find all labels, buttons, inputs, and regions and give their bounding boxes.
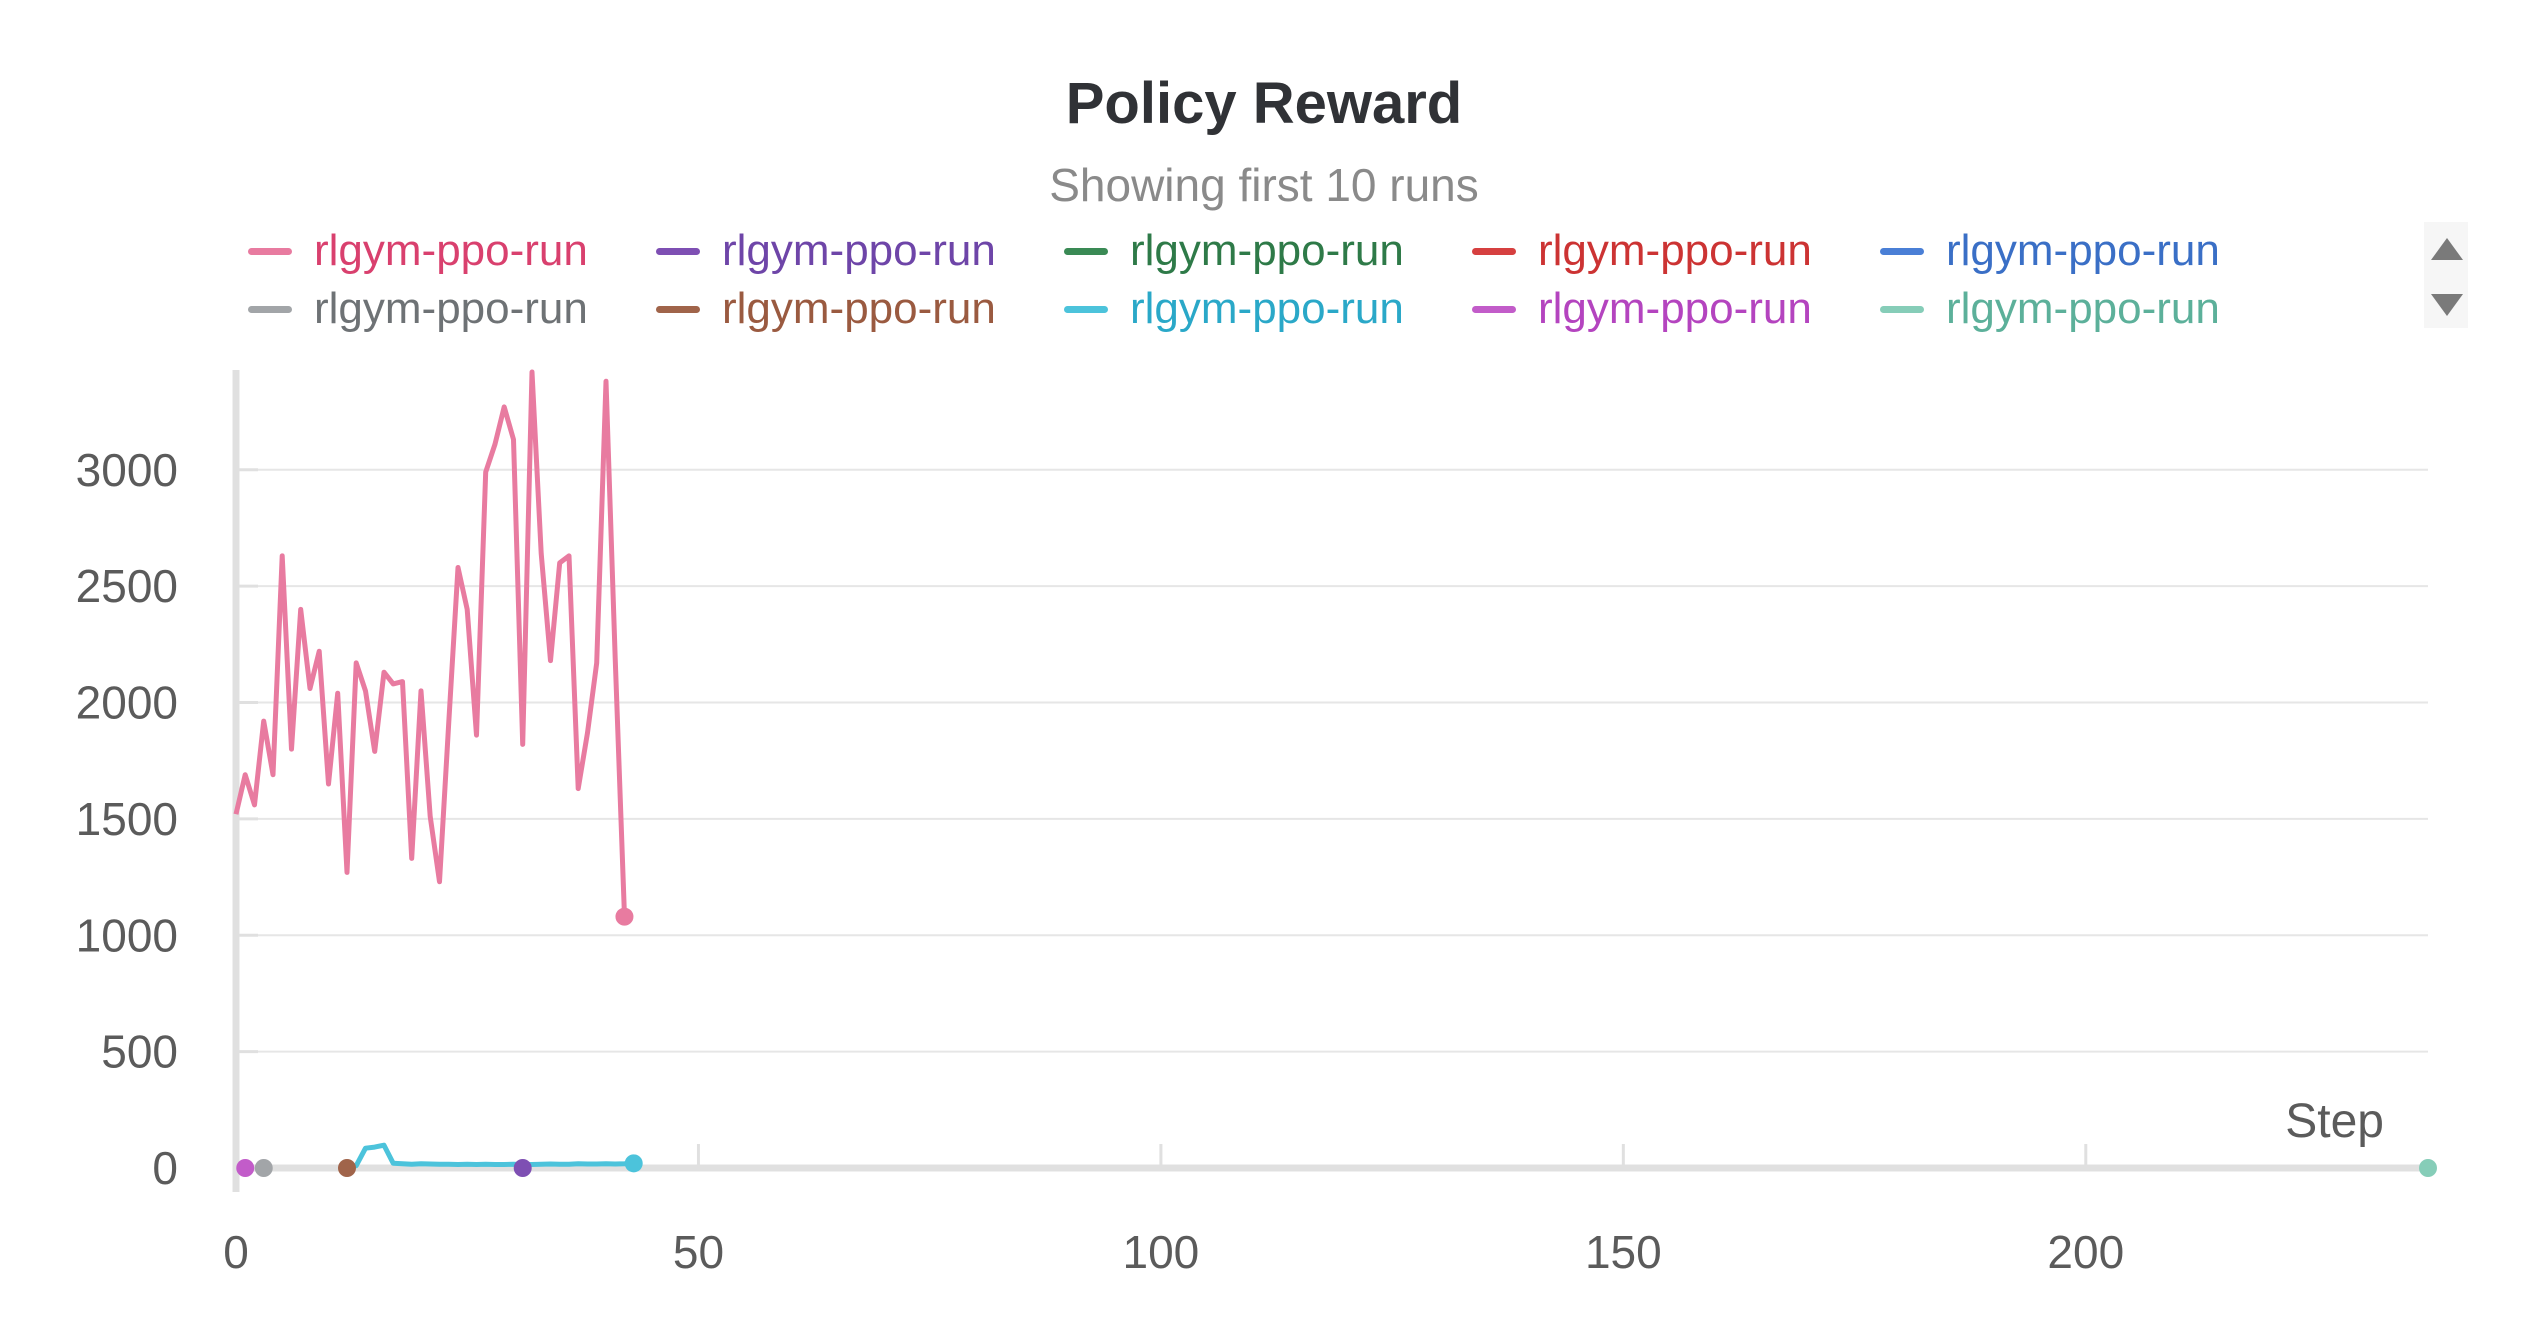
legend-label: rlgym-ppo-run: [1130, 226, 1404, 275]
y-tick-label: 2000: [76, 677, 178, 729]
series-end-point: [337, 1159, 356, 1177]
triangle-down-icon[interactable]: [2431, 294, 2463, 316]
axes: [232, 370, 2428, 1192]
legend-item[interactable]: rlgym-ppo-run: [656, 280, 996, 338]
legend-label: rlgym-ppo-run: [314, 284, 588, 333]
legend-label: rlgym-ppo-run: [722, 226, 996, 275]
legend-swatch: [1472, 305, 1516, 313]
grid-lines: [234, 468, 2428, 1170]
legend-item[interactable]: rlgym-ppo-run: [1064, 280, 1404, 338]
series-group: [236, 1159, 255, 1177]
series-end-point: [624, 1154, 643, 1173]
series-end-point: [513, 1159, 532, 1177]
x-tick-label: 0: [223, 1226, 249, 1278]
chart-title: Policy Reward: [1065, 71, 1463, 136]
series-group: [233, 369, 634, 926]
series-group: [346, 1142, 643, 1173]
series-end-point: [236, 1159, 255, 1177]
legend-swatch: [1064, 305, 1108, 313]
x-tick-label: 100: [1123, 1226, 1200, 1278]
legend-label: rlgym-ppo-run: [314, 226, 588, 275]
legend-scroll-controls: [2424, 222, 2468, 328]
legend-label: rlgym-ppo-run: [1130, 284, 1404, 333]
legend-swatch: [1880, 247, 1924, 255]
legend-item[interactable]: rlgym-ppo-run: [248, 222, 588, 280]
y-tick-label: 1000: [76, 909, 178, 961]
y-tick-label: 500: [101, 1026, 178, 1078]
chart-subtitle: Showing first 10 runs: [1049, 159, 1479, 211]
legend-swatch: [656, 305, 700, 313]
legend-label: rlgym-ppo-run: [1538, 226, 1812, 275]
y-tick-label: 1500: [76, 793, 178, 845]
x-axis-title: Step: [2285, 1095, 2384, 1148]
legend-item[interactable]: rlgym-ppo-run: [1472, 280, 1812, 338]
series-end-point: [2419, 1159, 2437, 1177]
y-tick-label: 3000: [76, 444, 178, 496]
series-group: [337, 1159, 356, 1177]
x-tick-label: 50: [673, 1226, 724, 1278]
legend-swatch: [656, 247, 700, 255]
x-tick-label: 150: [1585, 1226, 1662, 1278]
legend-label: rlgym-ppo-run: [1946, 284, 2220, 333]
x-tick-label: 200: [2047, 1226, 2124, 1278]
triangle-up-icon[interactable]: [2431, 238, 2463, 260]
legend-row: rlgym-ppo-run rlgym-ppo-run rlgym-ppo-ru…: [248, 280, 2288, 338]
legend-swatch: [1472, 247, 1516, 255]
series-group: [513, 1159, 532, 1177]
legend-item[interactable]: rlgym-ppo-run: [1064, 222, 1404, 280]
legend-row: rlgym-ppo-run rlgym-ppo-run rlgym-ppo-ru…: [248, 222, 2288, 280]
legend-swatch: [248, 247, 292, 255]
y-tick-label: 2500: [76, 560, 178, 612]
tick-labels: 0 500 1000 1500 2000 2500 3000 0 50 100 150 200: [76, 444, 2125, 1278]
series-layer: [233, 369, 2437, 1177]
series-line: [346, 1142, 634, 1170]
legend-label: rlgym-ppo-run: [722, 284, 996, 333]
legend-swatch: [248, 305, 292, 313]
series-group: [254, 1159, 273, 1177]
legend-item[interactable]: rlgym-ppo-run: [656, 222, 996, 280]
legend-item[interactable]: rlgym-ppo-run: [1472, 222, 1812, 280]
legend-swatch: [1880, 305, 1924, 313]
series-end-point: [615, 907, 634, 926]
legend: rlgym-ppo-run rlgym-ppo-run rlgym-ppo-ru…: [248, 222, 2288, 338]
series-line: [233, 369, 627, 917]
y-tick-label: 0: [152, 1142, 178, 1194]
series-group: [2419, 1159, 2437, 1177]
legend-label: rlgym-ppo-run: [1538, 284, 1812, 333]
legend-item[interactable]: rlgym-ppo-run: [248, 280, 588, 338]
legend-label: rlgym-ppo-run: [1946, 226, 2220, 275]
series-end-point: [254, 1159, 273, 1177]
legend-item[interactable]: rlgym-ppo-run: [1880, 222, 2220, 280]
legend-swatch: [1064, 247, 1108, 255]
legend-item[interactable]: rlgym-ppo-run: [1880, 280, 2220, 338]
